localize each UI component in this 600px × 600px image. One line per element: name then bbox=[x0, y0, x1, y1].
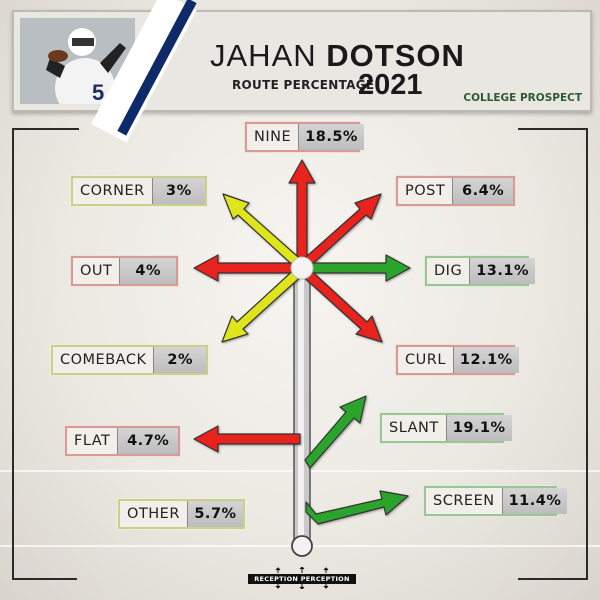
route-name: POST bbox=[398, 178, 453, 204]
nine-arrow bbox=[288, 159, 316, 269]
route-label-dig: DIG 13.1% bbox=[425, 256, 535, 286]
subtitle: ROUTE PERCENTAGE bbox=[232, 78, 375, 92]
player-name: JAHAN DOTSON bbox=[210, 38, 465, 74]
route-value: 18.5% bbox=[298, 124, 364, 150]
route-name: SLANT bbox=[382, 415, 446, 441]
post-arrow bbox=[297, 193, 382, 272]
dig-arrow bbox=[301, 254, 411, 282]
route-value: 13.1% bbox=[469, 258, 535, 284]
route-label-screen: SCREEN 11.4% bbox=[424, 486, 568, 516]
first-name: JAHAN bbox=[210, 38, 317, 73]
route-label-curl: CURL 12.1% bbox=[396, 345, 519, 375]
corner-arrow bbox=[222, 193, 307, 272]
route-value: 19.1% bbox=[445, 415, 512, 441]
route-name: CURL bbox=[398, 347, 453, 373]
route-name: FLAT bbox=[67, 428, 118, 454]
right-bracket bbox=[518, 128, 588, 580]
route-name: CORNER bbox=[73, 178, 152, 204]
curl-arrow bbox=[297, 264, 383, 343]
route-label-slant: SLANT 19.1% bbox=[380, 413, 512, 443]
route-label-other: OTHER 5.7% bbox=[118, 499, 245, 529]
route-name: NINE bbox=[247, 124, 299, 150]
route-value: 4% bbox=[119, 258, 176, 284]
route-value: 6.4% bbox=[452, 178, 513, 204]
route-value: 5.7% bbox=[186, 501, 243, 527]
route-label-comeback: COMEBACK 2% bbox=[51, 345, 208, 375]
route-origin bbox=[291, 535, 313, 557]
route-label-corner: CORNER 3% bbox=[71, 176, 207, 206]
route-value: 3% bbox=[151, 178, 205, 204]
prospect-tag: COLLEGE PROSPECT bbox=[463, 92, 582, 104]
last-name: DOTSON bbox=[326, 38, 465, 73]
route-label-out: OUT 4% bbox=[71, 256, 178, 286]
comeback-arrow bbox=[221, 264, 307, 343]
left-bracket-bottom bbox=[12, 578, 77, 580]
logo-arrows-icon bbox=[275, 567, 329, 589]
route-name: COMEBACK bbox=[53, 347, 154, 373]
route-label-flat: FLAT 4.7% bbox=[65, 426, 180, 456]
svg-text:5: 5 bbox=[92, 80, 104, 104]
route-label-post: POST 6.4% bbox=[396, 176, 515, 206]
route-value: 2% bbox=[153, 347, 206, 373]
flat-arrow bbox=[193, 425, 301, 453]
brand-logo: RECEPTION PERCEPTION bbox=[248, 567, 356, 589]
route-value: 12.1% bbox=[452, 347, 519, 373]
route-stem-highlight bbox=[298, 272, 304, 542]
out-arrow bbox=[193, 254, 303, 282]
route-hub bbox=[290, 256, 314, 280]
left-bracket bbox=[12, 128, 79, 580]
route-value: 11.4% bbox=[501, 488, 568, 514]
season-year: 2021 bbox=[358, 69, 423, 101]
slant-arrow bbox=[304, 395, 367, 469]
brand-name: RECEPTION PERCEPTION bbox=[248, 574, 356, 584]
route-name: SCREEN bbox=[426, 488, 502, 514]
header-card: 5 JAHAN DOTSON ROUTE PERCENTAGE 2021 COL… bbox=[12, 0, 592, 143]
route-name: DIG bbox=[427, 258, 470, 284]
right-bracket-bottom bbox=[518, 578, 586, 580]
route-value: 4.7% bbox=[117, 428, 178, 454]
route-name: OUT bbox=[73, 258, 120, 284]
route-name: OTHER bbox=[120, 501, 187, 527]
route-label-nine: NINE 18.5% bbox=[245, 122, 364, 152]
screen-arrow bbox=[305, 490, 409, 525]
